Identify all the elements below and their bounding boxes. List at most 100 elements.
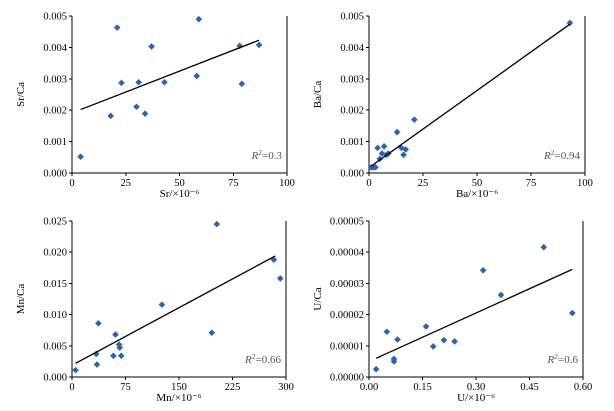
data-point [117,352,125,360]
data-point [376,155,384,163]
data-point [110,352,117,360]
regression-line [375,268,573,359]
y-tick-label: 0.003 [43,74,67,85]
x-tick-label: 0 [69,178,74,189]
data-point [113,24,121,31]
data-point [193,72,200,80]
data-point [479,266,487,274]
r-squared-label: R2=0.66 [244,352,281,366]
r-squared-label: R2=0.6 [547,352,579,366]
x-tick-label: 0 [366,178,371,189]
data-point [540,243,548,251]
data-point [429,343,437,350]
y-tick-label: 0.00001 [330,341,364,352]
data-point [77,153,84,160]
r-squared-label: R2=0.3 [251,148,283,162]
data-point [135,78,142,86]
data-point [112,331,119,338]
scatter-panel-sr: 0 25 50 75 100 0.000 0.001 0.002 0.003 0.004 0.005… [15,12,295,201]
r-squared-exponent: 2 [258,148,262,157]
y-tick-label: 0.00004 [330,248,365,259]
r-squared-exponent: 2 [554,352,558,361]
scatter-panel-mn: 0 75 150 225 300 0.000 0.005 0.010 0.015 0.020 0.0… [15,217,294,405]
y-tick-label: 0.001 [340,137,364,148]
data-point [378,150,386,157]
data-point [276,275,284,282]
y-axis-label: Sr/Ca [15,82,27,107]
data-point [93,361,101,368]
y-tick-label: 0.000 [43,373,67,384]
y-axis-label: U/Ca [312,287,324,310]
scatter-panel-u: 0.00 0.15 0.30 0.45 0.60 0.00000 0.00001 0.0000… [312,217,592,405]
data-point [383,328,391,336]
y-tick-label: 0.005 [43,341,67,352]
x-tick-label: 50 [472,178,483,189]
data-point [411,116,418,123]
x-tick-label: 0.45 [520,382,538,393]
data-point [398,144,405,152]
y-tick-label: 0.003 [340,74,364,85]
data-point [236,42,243,50]
regression-line [80,39,260,111]
x-tick-label: 25 [121,178,132,189]
x-tick-label: 0.15 [413,382,431,393]
data-point [394,336,401,343]
y-tick-label: 0.025 [43,217,67,228]
data-point [195,15,203,23]
x-tick-label: 0.30 [467,382,485,393]
y-tick-label: 0.010 [43,310,67,321]
data-point [451,338,458,345]
y-tick-label: 0.001 [43,137,67,148]
r-squared-symbol: R [244,354,252,366]
data-point [158,301,166,308]
data-point [569,309,576,317]
x-tick-label: 0.00 [360,382,378,393]
x-tick-label: 300 [278,382,294,393]
y-axis-label: Mn/Ca [15,284,27,315]
scatter-panel-ba: 0 25 50 75 100 0.000 0.001 0.002 0.003 0.004 0.005… [312,12,593,201]
r-squared-value: =0.94 [555,150,581,162]
x-tick-label: 75 [228,178,239,189]
data-point [213,220,221,228]
r-squared-label: R2=0.94 [543,148,580,162]
y-axis-label: Ba/Ca [312,81,324,109]
y-tick-label: 0.00003 [330,279,364,290]
data-point [390,355,398,363]
data-point [238,80,246,88]
data-point [374,144,381,152]
y-tick-label: 0.002 [43,106,67,117]
r-squared-value: =0.3 [262,150,282,162]
data-point [402,146,410,153]
x-axis-label: Sr/×10⁻⁶ [160,188,200,200]
data-point [400,151,407,159]
regression-line [370,23,571,167]
x-tick-label: 75 [526,178,537,189]
y-tick-label: 0.000 [340,169,364,180]
x-tick-label: 75 [120,382,131,393]
r-squared-symbol: R [543,150,551,162]
y-tick-label: 0.005 [340,12,364,23]
data-point [141,110,149,117]
x-tick-label: 25 [418,178,429,189]
data-point [161,78,168,86]
y-tick-label: 0.015 [43,279,67,290]
data-point [440,336,448,344]
x-axis-label: Ba/×10⁻⁶ [456,188,498,200]
y-tick-label: 0.00002 [330,310,364,321]
x-tick-label: 0.60 [574,382,592,393]
data-point [92,350,100,358]
y-tick-label: 0.020 [43,248,67,259]
x-tick-label: 225 [225,382,241,393]
y-tick-label: 0.002 [340,106,364,117]
y-tick-label: 0.004 [43,43,67,54]
r-squared-symbol: R [547,354,555,366]
data-point [497,291,505,299]
y-tick-label: 0.00005 [330,217,364,228]
data-point [566,19,574,27]
data-point [118,79,125,87]
data-point [372,365,380,373]
data-point [72,366,79,374]
data-point [393,128,401,136]
